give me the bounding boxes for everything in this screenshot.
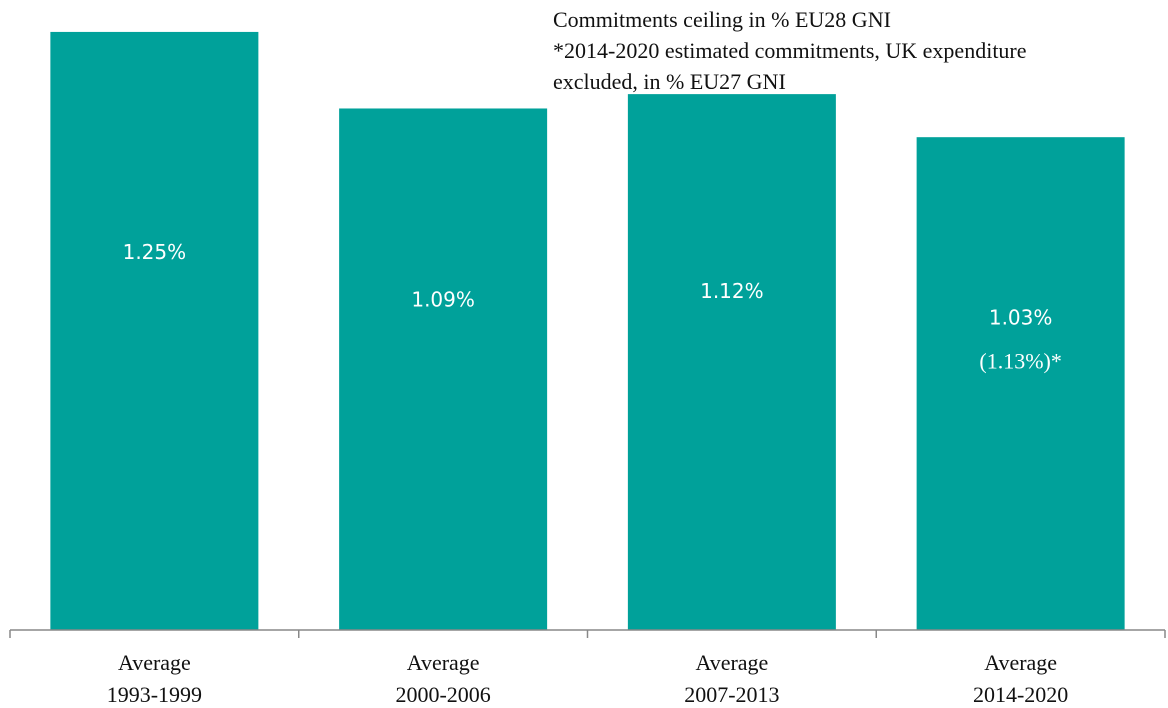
bar <box>50 32 258 630</box>
bar <box>917 137 1125 630</box>
bar <box>339 108 547 630</box>
category-label: Average <box>695 650 768 675</box>
category-label: 2000-2006 <box>395 682 490 707</box>
category-label: 2007-2013 <box>684 682 779 707</box>
note-line-3: excluded, in % EU27 GNI <box>553 66 1153 97</box>
bar-sub-label: (1.13%)* <box>979 348 1061 373</box>
note-line-1: Commitments ceiling in % EU28 GNI <box>553 4 1153 35</box>
chart-note: Commitments ceiling in % EU28 GNI *2014-… <box>553 4 1153 97</box>
category-label: 1993-1999 <box>107 682 202 707</box>
note-line-2: *2014-2020 estimated commitments, UK exp… <box>553 35 1153 66</box>
category-label: Average <box>984 650 1057 675</box>
x-axis-ticks <box>10 630 1165 638</box>
bars-group <box>50 32 1124 630</box>
category-label: Average <box>407 650 480 675</box>
bar-value-label: 1.12% <box>700 279 764 303</box>
category-label: 2014-2020 <box>973 682 1068 707</box>
bar-value-label: 1.03% <box>989 305 1053 329</box>
bar-value-label: 1.25% <box>123 240 187 264</box>
category-labels-group: Average 1993-1999 Average 2000-2006 Average 2… <box>107 650 1069 707</box>
category-label: Average <box>118 650 191 675</box>
bar <box>628 94 836 630</box>
bar-value-label: 1.09% <box>411 288 475 312</box>
